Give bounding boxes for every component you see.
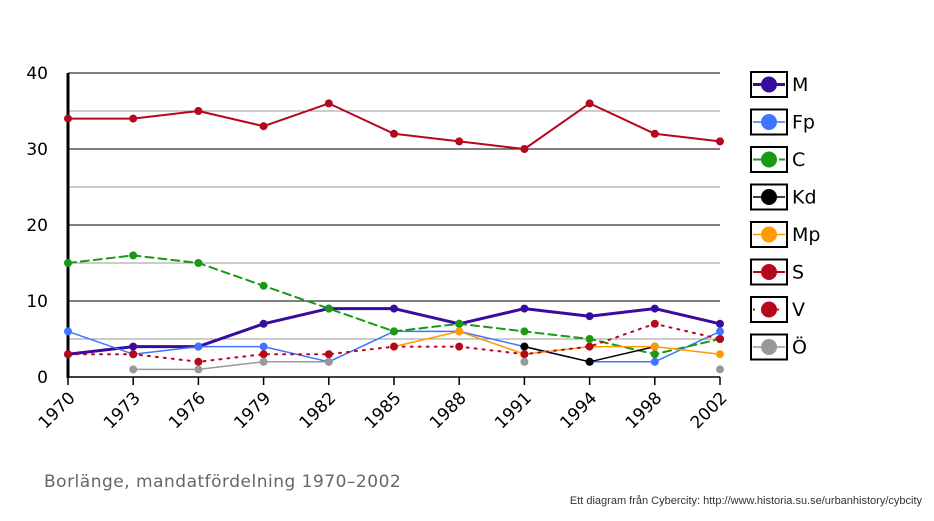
legend-label-Fp: Fp <box>792 112 815 134</box>
data-point-V <box>455 342 464 351</box>
y-tick-label: 20 <box>26 216 48 236</box>
data-point-S <box>650 129 659 138</box>
data-point-Kd <box>585 357 594 366</box>
legend-marker-S <box>761 264 777 280</box>
data-point-S <box>64 114 72 123</box>
data-point-C <box>650 350 659 359</box>
data-point-Fp <box>64 327 72 336</box>
legend-label-C: C <box>792 149 805 171</box>
legend-label-S: S <box>792 262 804 284</box>
data-point-S <box>129 114 138 123</box>
x-tick-label: 1979 <box>230 388 275 433</box>
data-point-C <box>520 327 529 336</box>
data-point-Ö <box>194 365 203 374</box>
data-point-S <box>520 145 529 153</box>
data-point-V <box>64 350 72 359</box>
data-point-Mp <box>716 350 724 359</box>
data-point-S <box>716 137 724 146</box>
source-credit: Ett diagram från Cybercity: http://www.h… <box>569 495 922 507</box>
data-point-S <box>259 122 268 131</box>
data-point-Mp <box>455 327 464 336</box>
legend-marker-Kd <box>761 189 777 205</box>
data-point-C <box>585 335 594 343</box>
data-point-M <box>129 342 138 351</box>
legend-label-Mp: Mp <box>792 224 820 246</box>
legend-marker-Fp <box>761 114 777 130</box>
legend-marker-C <box>761 151 777 168</box>
data-point-Ö <box>259 357 268 366</box>
data-point-V <box>585 342 594 351</box>
x-tick-label: 1988 <box>426 388 471 433</box>
data-point-V <box>259 350 268 359</box>
y-tick-label: 30 <box>26 140 48 160</box>
data-point-Ö <box>520 357 529 366</box>
data-point-M <box>390 304 398 313</box>
data-point-S <box>324 99 333 108</box>
x-tick-label: 1994 <box>556 388 601 433</box>
data-point-V <box>520 350 529 359</box>
series-layer <box>64 99 724 374</box>
grid-lines <box>68 72 720 340</box>
x-tick-label: 1998 <box>622 388 667 433</box>
data-point-Fp <box>716 327 724 336</box>
legend: M Fp C Kd Mp SVÖ <box>750 71 820 361</box>
legend-label-Kd: Kd <box>792 187 817 209</box>
data-point-C <box>129 251 138 260</box>
x-tick-label: 2002 <box>687 388 732 433</box>
series-line-S <box>67 102 721 150</box>
data-point-C <box>455 319 464 328</box>
x-tick-label: 1985 <box>361 388 406 433</box>
data-point-C <box>324 304 333 313</box>
data-point-Ö <box>129 365 138 374</box>
x-tick-label: 1973 <box>100 388 145 433</box>
y-tick-label: 0 <box>37 368 48 388</box>
data-point-V <box>390 342 398 351</box>
x-tick-label: 1970 <box>35 388 80 433</box>
x-tick-label: 1976 <box>165 388 210 433</box>
data-point-V <box>194 357 203 366</box>
data-point-S <box>194 107 203 115</box>
data-point-V <box>129 350 138 359</box>
legend-marker-Mp <box>761 226 777 243</box>
legend-marker-V <box>761 301 777 318</box>
legend-label-V: V <box>792 299 805 321</box>
legend-marker-Ö <box>761 339 777 355</box>
legend-label-M: M <box>792 74 808 96</box>
data-point-Ö <box>716 365 724 374</box>
data-point-V <box>650 319 659 328</box>
data-point-C <box>194 259 203 267</box>
data-point-M <box>585 312 594 321</box>
data-point-S <box>455 137 464 146</box>
chart-caption: Borlänge, mandatfördelning 1970–2002 <box>44 472 402 492</box>
data-point-V <box>716 335 724 343</box>
data-point-V <box>324 350 333 359</box>
y-tick-label: 10 <box>26 292 48 312</box>
data-point-Ö <box>324 357 333 366</box>
legend-label-Ö: Ö <box>792 336 807 359</box>
x-tick-label: 1991 <box>491 388 536 433</box>
data-point-S <box>390 129 398 138</box>
data-point-Mp <box>650 342 659 351</box>
data-point-Fp <box>259 342 268 351</box>
data-point-C <box>390 327 398 336</box>
data-point-M <box>650 304 659 313</box>
data-point-Fp <box>650 357 659 366</box>
data-point-M <box>259 319 268 328</box>
data-point-M <box>716 319 724 328</box>
y-tick-label: 40 <box>26 64 48 84</box>
data-point-S <box>585 99 594 108</box>
legend-marker-M <box>761 76 777 93</box>
data-point-C <box>64 259 72 267</box>
data-point-Fp <box>194 342 203 351</box>
data-point-Kd <box>520 342 529 351</box>
series-line-Ö <box>132 361 330 371</box>
data-point-M <box>520 304 529 313</box>
x-tick-label: 1982 <box>296 388 341 433</box>
data-point-C <box>259 281 268 290</box>
